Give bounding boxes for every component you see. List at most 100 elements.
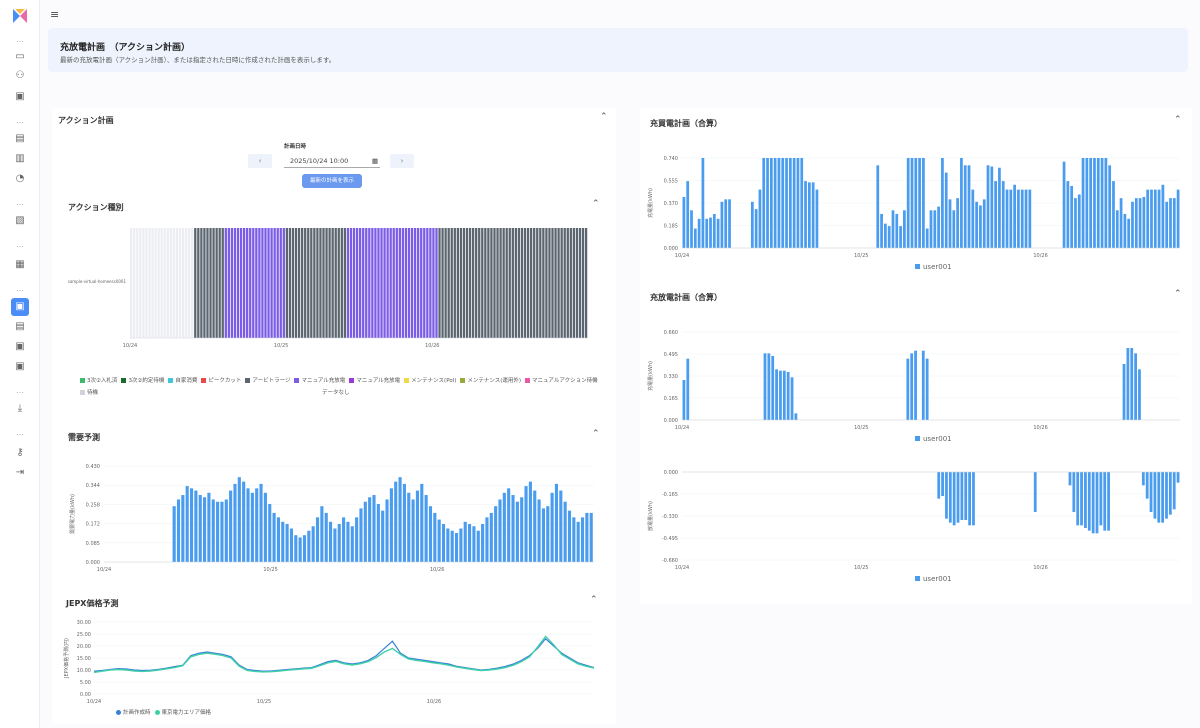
- charge-bar: [1104, 158, 1108, 248]
- demand-bar: [363, 501, 367, 562]
- discharge-negative-y-tick: 0.000: [664, 470, 678, 476]
- charge-bar: [910, 158, 914, 248]
- collapse-chevron-icon[interactable]: ⌃: [590, 595, 598, 605]
- action-slot-bar: [346, 228, 350, 338]
- demand-bar: [294, 535, 298, 562]
- charge-bar: [815, 189, 819, 248]
- demand-bar: [428, 506, 433, 562]
- legend-item[interactable]: 東京電力エリア価格: [154, 708, 211, 716]
- calendar-icon[interactable]: ▣: [15, 91, 25, 102]
- discharge-positive-bar: [686, 358, 690, 420]
- discharge-positive-bar: [794, 413, 798, 420]
- action-slot-bar: [557, 228, 560, 338]
- action-slot-bar: [191, 228, 194, 338]
- discharge-negative-bar: [952, 472, 956, 526]
- plan-date-input[interactable]: 2025/10/24 10:00 ▦: [284, 154, 380, 168]
- demand-bar: [411, 499, 415, 562]
- action-slot-bar: [548, 228, 551, 338]
- action-plan-nav-icon[interactable]: ▣: [11, 298, 29, 316]
- legend-item[interactable]: 待機: [80, 388, 98, 396]
- legend-item[interactable]: メンテナンス(Pol): [404, 376, 456, 384]
- next-date-button[interactable]: ›: [390, 154, 414, 168]
- charge-bar: [967, 165, 971, 248]
- action-slot-bar: [413, 228, 417, 338]
- plan-detail-icon[interactable]: ▣: [15, 361, 25, 372]
- action-slot-bar: [322, 228, 325, 338]
- collapse-chevron-icon[interactable]: ⌃: [600, 112, 608, 122]
- legend-item[interactable]: 3次②入札済: [80, 376, 117, 384]
- prev-date-button[interactable]: ‹: [248, 154, 272, 168]
- jepx-y-tick: 0.00: [80, 692, 91, 698]
- demand-bar: [194, 490, 198, 562]
- key-icon[interactable]: ⚷: [16, 447, 24, 458]
- demand-y-tick: 0.172: [86, 522, 100, 528]
- legend-item[interactable]: 3次②約定待機: [121, 376, 164, 384]
- legend-label: アービトラージ: [252, 378, 291, 384]
- collapse-chevron-icon[interactable]: ⌃: [592, 429, 600, 439]
- discharge-negative-bar: [937, 472, 941, 499]
- document-icon[interactable]: ▤: [15, 133, 25, 144]
- charge-bar: [1176, 189, 1180, 248]
- discharge-negative-bar: [1153, 472, 1157, 519]
- show-latest-plan-button[interactable]: 最新の計画を表示: [302, 174, 362, 188]
- action-slot-bar: [297, 228, 301, 338]
- legend-item[interactable]: ピークカット: [201, 376, 241, 384]
- discharge-positive-y-tick: 0.330: [664, 374, 678, 380]
- battery-icon[interactable]: ▥: [15, 153, 25, 164]
- action-slot-bar: [151, 228, 154, 338]
- action-plan-title: アクション計画: [58, 116, 114, 125]
- discharge-positive-x-tick: 10/24: [675, 425, 689, 431]
- charge-bar: [982, 199, 986, 248]
- user-icon[interactable]: ⚇: [15, 70, 25, 81]
- action-slot-bar: [215, 228, 218, 338]
- message-icon[interactable]: ▭: [15, 51, 25, 62]
- charge-bar: [792, 158, 796, 248]
- legend-item[interactable]: マニュアルアクション待機: [525, 376, 598, 384]
- legend-item[interactable]: メンテナンス(運用外): [460, 376, 521, 384]
- action-slot-bar: [178, 228, 182, 338]
- action-slot-bar: [139, 228, 142, 338]
- demand-bar: [437, 519, 441, 562]
- legend-item[interactable]: マニュアル充放電: [349, 376, 400, 384]
- logout-icon[interactable]: ⇥: [15, 467, 25, 478]
- charge-bar: [1131, 201, 1134, 248]
- collapse-chevron-icon[interactable]: ⌃: [1174, 289, 1182, 299]
- history-icon[interactable]: ◔: [15, 173, 25, 184]
- demand-bar: [459, 528, 463, 562]
- download-icon[interactable]: ⤓: [17, 403, 23, 414]
- discharge-positive-bar: [925, 358, 929, 420]
- discharge-negative-bar: [1080, 472, 1083, 526]
- charge-bar: [1134, 198, 1138, 248]
- charge-bar: [1172, 198, 1176, 248]
- demand-bar: [576, 521, 580, 562]
- action-slot-bar: [355, 228, 359, 338]
- legend-item[interactable]: 自家消費: [168, 376, 197, 384]
- calendar-picker-icon[interactable]: ▦: [371, 157, 378, 165]
- action-type-legend: 3次②入札済 3次②約定待機 自家消費 ピークカット アービトラージ マニュアル充放電 マニ…: [80, 376, 600, 396]
- action-slot-bar: [560, 228, 563, 338]
- collapse-chevron-icon[interactable]: ⌃: [592, 199, 600, 209]
- action-slot-bar: [487, 228, 490, 338]
- charge-bar: [769, 158, 773, 248]
- collapse-chevron-icon[interactable]: ⌃: [1174, 115, 1182, 125]
- demand-bar: [203, 497, 207, 562]
- action-slot-bar: [307, 228, 310, 338]
- plan-list-icon[interactable]: ▣: [15, 341, 25, 352]
- printer-icon[interactable]: ▤: [15, 321, 25, 332]
- schedule-icon[interactable]: ▦: [15, 259, 25, 270]
- menu-icon[interactable]: ≡: [50, 8, 60, 21]
- report-icon[interactable]: ▧: [15, 215, 25, 226]
- legend-item[interactable]: アービトラージ: [245, 376, 290, 384]
- legend-item[interactable]: マニュアル充放電: [294, 376, 345, 384]
- discharge-negative-x-tick: 10/25: [854, 565, 868, 571]
- discharge-positive-bar: [790, 377, 794, 420]
- demand-bar: [554, 483, 559, 562]
- app-logo-icon[interactable]: [11, 7, 29, 25]
- legend-swatch: [80, 389, 85, 395]
- action-slot-bar: [368, 228, 371, 338]
- legend-item[interactable]: 計画作成時: [116, 708, 151, 716]
- charge-bar: [1146, 189, 1150, 248]
- legend-swatch: [294, 377, 300, 383]
- action-slot-bar: [377, 228, 380, 338]
- discharge-positive-y-tick: 0.165: [664, 396, 678, 402]
